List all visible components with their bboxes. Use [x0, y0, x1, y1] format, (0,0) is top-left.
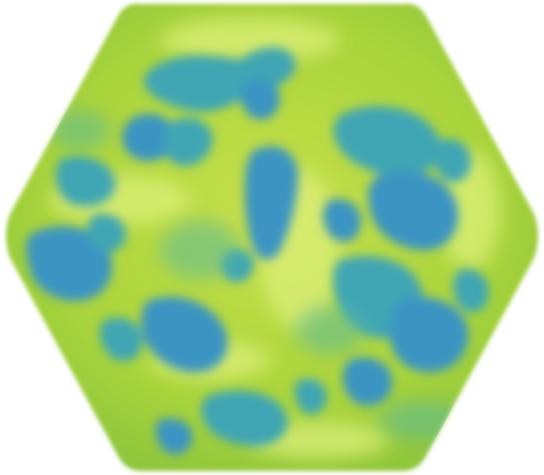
blue-blotch — [141, 296, 228, 373]
teal-blotch — [163, 118, 213, 166]
blue-blotch — [389, 296, 469, 373]
teal-blotch — [453, 269, 489, 313]
teal-blotch — [99, 317, 143, 362]
teal-blotch — [433, 139, 471, 183]
teal-blotch — [333, 106, 441, 177]
teal-blotch — [87, 214, 126, 252]
teal-blotch — [294, 378, 327, 415]
blue-blotch — [26, 226, 113, 301]
blue-blotch — [240, 79, 280, 120]
tint-layer — [50, 110, 460, 440]
green-teal-tint — [50, 110, 110, 150]
blue-blotch — [342, 357, 393, 406]
blue-blotch — [323, 199, 361, 242]
green-teal-tint — [160, 220, 240, 280]
green-teal-tint — [295, 305, 365, 355]
green-teal-tint — [380, 400, 460, 440]
blue-blotch — [155, 418, 193, 455]
teal-blotch — [55, 156, 116, 207]
blotch-layer — [26, 47, 489, 455]
highlight-swirl — [160, 18, 340, 62]
teal-blotch — [201, 390, 288, 447]
blue-blotch — [368, 171, 459, 250]
blue-blotch — [244, 146, 299, 260]
teal-blotch — [143, 47, 296, 112]
blue-blotch — [122, 113, 176, 161]
